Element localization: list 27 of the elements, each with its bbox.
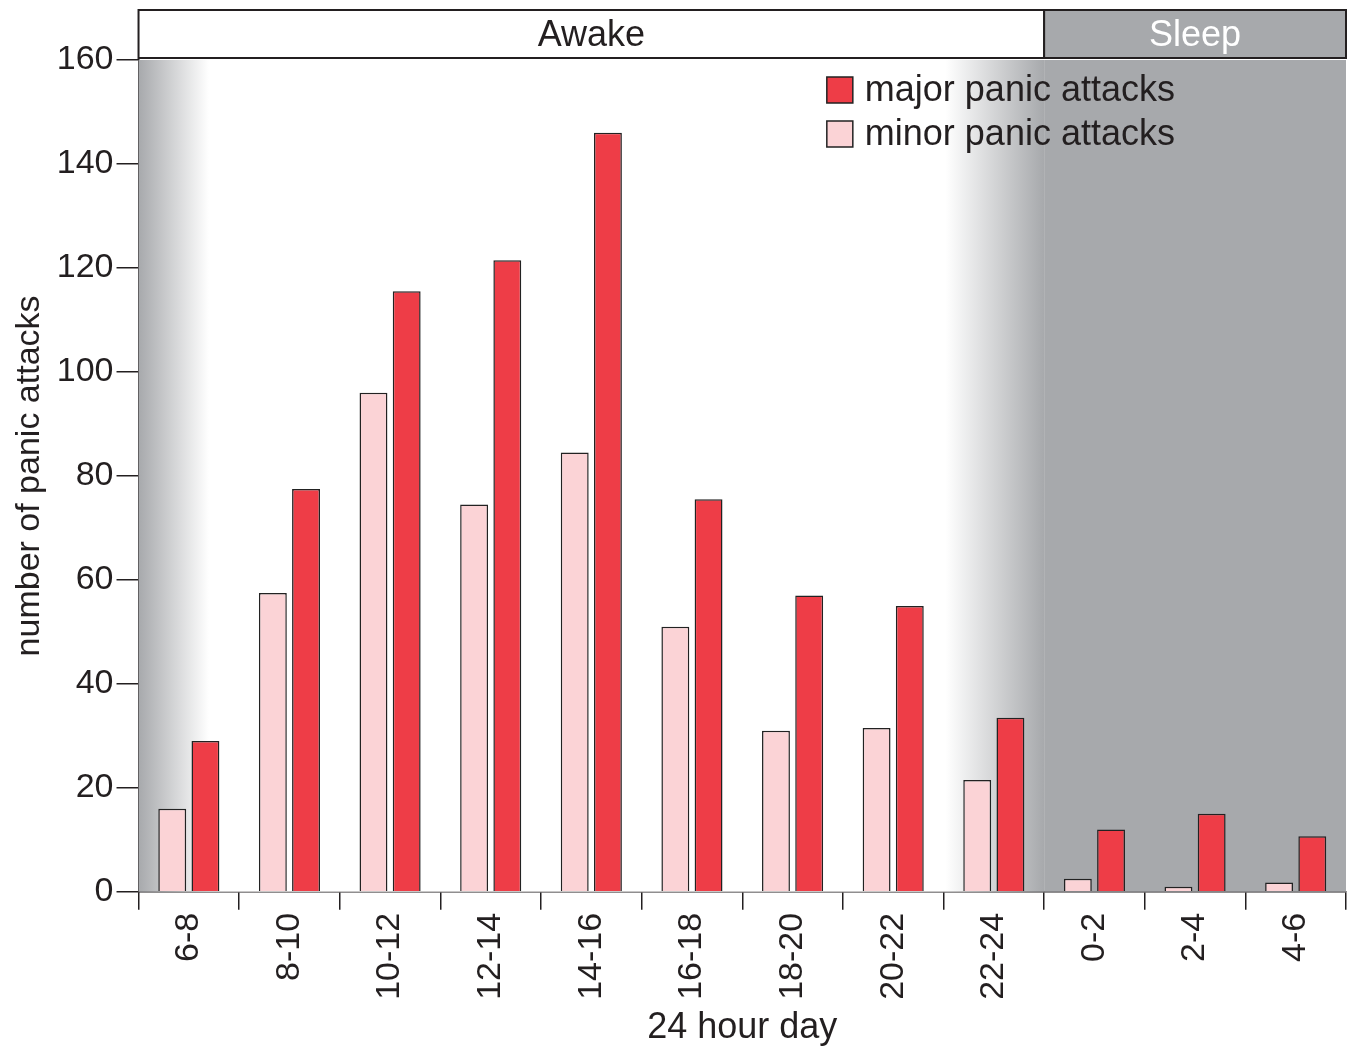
- x-tick-label: 2-4: [1173, 912, 1212, 962]
- x-tick-label: 20-22: [871, 912, 910, 1000]
- legend-label: minor panic attacks: [864, 111, 1175, 153]
- band-label: Awake: [537, 12, 646, 54]
- x-tick-label: 22-24: [972, 912, 1011, 1000]
- legend-label: major panic attacks: [864, 67, 1175, 109]
- y-tick-label: 0: [94, 870, 114, 909]
- x-tick-label: 0-2: [1072, 912, 1111, 962]
- y-tick-label: 60: [75, 558, 114, 597]
- x-tick-label: 18-20: [770, 912, 809, 1000]
- x-tick-label: 4-6: [1274, 912, 1313, 962]
- y-tick-label: 100: [56, 350, 114, 389]
- y-tick-label: 20: [75, 766, 114, 805]
- y-tick-label: 80: [75, 454, 114, 493]
- x-tick-label: 8-10: [267, 912, 306, 981]
- y-tick-label: 40: [75, 662, 114, 701]
- y-axis-title: number of panic attacks: [7, 295, 46, 657]
- x-axis-title: 24 hour day: [647, 1005, 838, 1047]
- y-tick-label: 140: [56, 142, 114, 181]
- x-tick-label: 16-18: [670, 912, 709, 1000]
- band-label: Sleep: [1149, 12, 1242, 54]
- y-tick-label: 160: [56, 38, 114, 77]
- x-tick-label: 10-12: [368, 912, 407, 1000]
- y-tick-label: 120: [56, 246, 114, 285]
- x-tick-label: 6-8: [167, 912, 206, 962]
- x-tick-label: 14-16: [569, 912, 608, 1000]
- x-tick-label: 12-14: [469, 912, 508, 1000]
